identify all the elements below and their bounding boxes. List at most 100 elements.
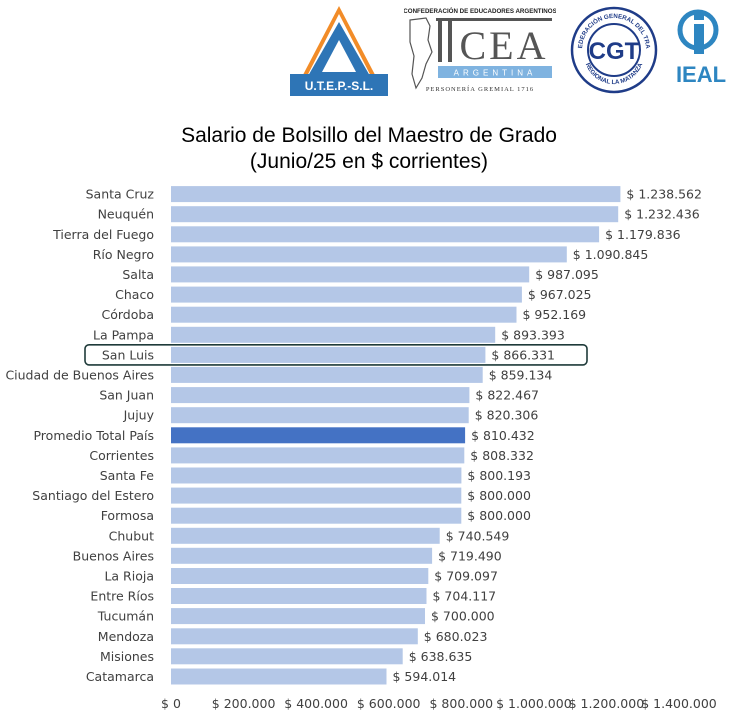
x-tick-label: $ 800.000 — [429, 696, 493, 711]
data-label: $ 709.097 — [434, 569, 498, 584]
category-label: Catamarca — [86, 669, 154, 684]
data-label: $ 810.432 — [471, 428, 535, 443]
bar-1 — [171, 206, 619, 223]
cea-header-text: CONFEDERACIÓN DE EDUCADORES ARGENTINOS — [404, 7, 556, 15]
data-label: $ 859.134 — [489, 367, 553, 382]
cea-column-icon — [448, 20, 452, 62]
bar-18 — [171, 547, 433, 564]
data-label: $ 704.117 — [433, 589, 497, 604]
category-label: Corrientes — [89, 448, 154, 463]
x-axis-ticks-group: $ 0 $ 200.000 $ 400.000 $ 600.000 $ 800.000 $… — [161, 696, 717, 711]
ieal-logo: IEAL — [676, 9, 726, 87]
category-label: Formosa — [101, 508, 154, 523]
category-label: Mendoza — [98, 629, 154, 644]
x-tick-label: $ 1.200.000 — [569, 696, 645, 711]
data-label: $ 866.331 — [491, 347, 555, 362]
bar-9 — [171, 366, 483, 383]
bar-19 — [171, 568, 429, 584]
data-label: $ 800.193 — [467, 468, 531, 483]
category-label: Santa Fe — [100, 468, 155, 483]
category-label: Santiago del Estero — [32, 488, 154, 503]
data-label: $ 952.169 — [523, 307, 587, 322]
bar-23 — [171, 648, 403, 665]
cgt-logo: CONFEDERACIÓN GENERAL DEL TRABAJO REGION… — [570, 4, 658, 94]
category-label: Río Negro — [93, 247, 154, 262]
ieal-stem-icon — [694, 24, 704, 54]
x-tick-label: $ 400.000 — [284, 696, 348, 711]
category-label: Entre Ríos — [90, 589, 154, 604]
category-label: Salta — [122, 267, 154, 282]
highlight-overlay-group — [84, 343, 588, 366]
category-label: Tucumán — [97, 609, 154, 624]
bar-11 — [171, 407, 469, 424]
x-tick-label: $ 200.000 — [212, 696, 276, 711]
bar-2 — [171, 226, 600, 243]
category-label: Promedio Total País — [33, 428, 154, 443]
category-label: San Luis — [102, 347, 154, 362]
category-label: Chubut — [109, 528, 154, 543]
category-label: Santa Cruz — [86, 187, 155, 202]
ieal-dot-icon — [694, 12, 704, 20]
bar-4 — [171, 266, 530, 283]
x-tick-label: $ 0 — [161, 696, 181, 711]
bar-22 — [171, 628, 418, 645]
bar-10 — [171, 387, 470, 404]
category-label: La Rioja — [104, 569, 154, 584]
data-label: $ 893.393 — [501, 327, 565, 342]
data-label: $ 700.000 — [431, 609, 495, 624]
data-label: $ 1.232.436 — [624, 207, 700, 222]
cea-top-rule — [436, 18, 552, 21]
data-label: $ 740.549 — [446, 528, 510, 543]
data-label: $ 800.000 — [467, 488, 531, 503]
x-tick-label: $ 600.000 — [357, 696, 421, 711]
category-label: Chaco — [115, 287, 154, 302]
data-label: $ 1.179.836 — [605, 227, 681, 242]
bar-16 — [171, 507, 462, 524]
cgt-inner-ring — [587, 23, 641, 77]
cea-flag-band — [438, 66, 552, 78]
chart-subtitle: (Junio/25 en $ corrientes) — [250, 150, 488, 173]
data-label: $ 638.635 — [409, 649, 473, 664]
utep-figure-icon — [322, 40, 356, 72]
category-label: La Pampa — [93, 327, 154, 342]
argentina-map-icon — [409, 17, 433, 90]
data-label: $ 594.014 — [393, 669, 457, 684]
bars-group — [171, 186, 621, 685]
bar-12 — [171, 427, 466, 444]
category-labels-group: Santa Cruz Neuquén Tierra del Fuego Río Neg… — [5, 187, 154, 684]
bar-21 — [171, 608, 425, 625]
data-label: $ 680.023 — [424, 629, 488, 644]
category-label: Neuquén — [98, 207, 154, 222]
category-label: San Juan — [99, 388, 154, 403]
cea-country-text: ARGENTINA — [454, 69, 537, 78]
category-label: Jujuy — [123, 408, 155, 423]
category-label: Córdoba — [102, 307, 154, 322]
bar-7 — [171, 326, 496, 343]
data-label: $ 967.025 — [528, 287, 592, 302]
data-label: $ 800.000 — [467, 508, 531, 523]
bar-15 — [171, 487, 462, 504]
data-label: $ 822.467 — [475, 388, 539, 403]
category-label: Ciudad de Buenos Aires — [5, 367, 154, 382]
bar-17 — [171, 527, 440, 544]
cea-logo: CONFEDERACIÓN DE EDUCADORES ARGENTINOS C… — [404, 7, 556, 93]
utep-sl-logo: U.T.E.P.-S.L. — [290, 6, 388, 96]
bar-13 — [171, 447, 465, 464]
bar-24 — [171, 668, 387, 685]
cea-column-icon — [438, 20, 442, 62]
bar-8 — [171, 346, 486, 363]
chart-title: Salario de Bolsillo del Maestro de Grado — [181, 124, 557, 147]
utep-text: U.T.E.P.-S.L. — [305, 79, 373, 93]
category-label: Misiones — [100, 649, 154, 664]
cea-letters: CEA — [460, 23, 549, 68]
category-label: Buenos Aires — [73, 548, 154, 563]
highlight-box — [84, 343, 588, 366]
x-tick-label: $ 1.400.000 — [641, 696, 717, 711]
data-label: $ 1.090.845 — [573, 247, 649, 262]
data-label: $ 719.490 — [438, 548, 502, 563]
ieal-text: IEAL — [676, 62, 726, 87]
bar-20 — [171, 588, 427, 604]
x-tick-label: $ 1.000.000 — [496, 696, 572, 711]
